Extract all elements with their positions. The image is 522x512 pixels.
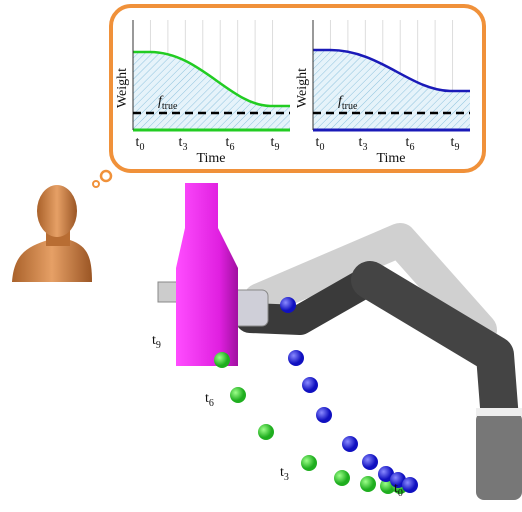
green-ball [214, 352, 230, 368]
x-tick-label-sub: 6 [229, 142, 234, 153]
time-label-sub: 6 [209, 398, 214, 409]
time-label-sub: 3 [284, 472, 289, 483]
time-label: t9 [152, 333, 161, 351]
thought-dot [93, 181, 99, 187]
reference-label-sub: true [342, 101, 358, 112]
blue-ball [402, 477, 418, 493]
green-ball [360, 476, 376, 492]
x-axis-label: Time [376, 151, 405, 166]
blue-ball [362, 454, 378, 470]
thought-dot [101, 171, 111, 181]
time-label-sub: 9 [156, 340, 161, 351]
blue-ball [302, 377, 318, 393]
person-body [12, 240, 92, 282]
blue-ball [342, 436, 358, 452]
x-tick-label-sub: 0 [139, 142, 144, 153]
x-tick-label-sub: 9 [454, 142, 459, 153]
x-tick-label-sub: 9 [274, 142, 279, 153]
green-ball [258, 424, 274, 440]
green-ball [230, 387, 246, 403]
x-tick-label-sub: 6 [409, 142, 414, 153]
x-tick-label-sub: 3 [362, 142, 367, 153]
time-label-sub: 0 [398, 488, 403, 499]
y-axis-label: Weight [295, 68, 310, 108]
green-ball [334, 470, 350, 486]
x-tick-label-sub: 0 [319, 142, 324, 153]
green-ball [301, 455, 317, 471]
arm-link [370, 280, 500, 420]
reference-label-sub: true [162, 101, 178, 112]
figure: ftrueWeightt0t3t6t9TimeftrueWeightt0t3t6… [0, 0, 522, 512]
x-axis-label: Time [196, 151, 225, 166]
time-label: t3 [280, 465, 289, 483]
x-tick-label-sub: 3 [182, 142, 187, 153]
y-axis-label: Weight [115, 68, 130, 108]
blue-ball [288, 350, 304, 366]
blue-ball [280, 297, 296, 313]
person-head [37, 185, 77, 237]
bottle [176, 183, 238, 366]
arm-base [476, 412, 522, 500]
arm-ring [476, 408, 522, 416]
time-label: t6 [205, 391, 214, 409]
blue-ball [316, 407, 332, 423]
